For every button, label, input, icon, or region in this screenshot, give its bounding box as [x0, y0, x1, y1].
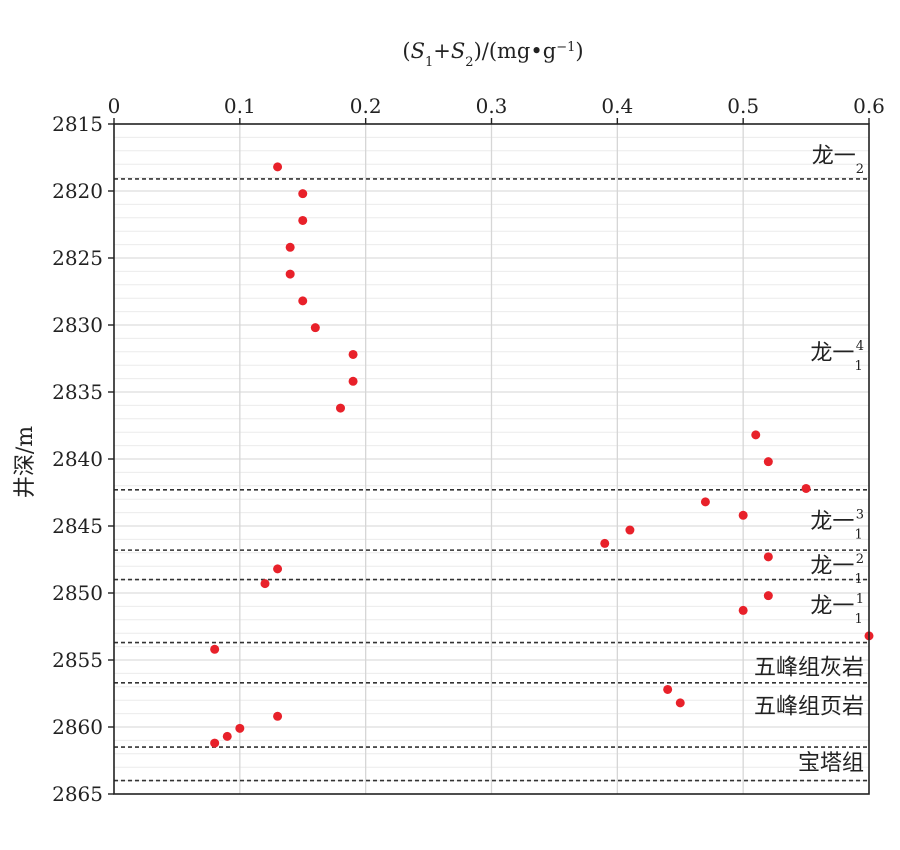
data-point	[738, 605, 748, 615]
formation-label: 龙一2	[812, 144, 864, 177]
grid	[114, 124, 869, 794]
formation-label: 龙一13	[810, 508, 864, 543]
formation-label: 龙一11	[810, 592, 864, 627]
data-point	[763, 552, 773, 562]
formation-label: 宝塔组	[798, 751, 864, 776]
y-tick-label: 2865	[52, 782, 103, 806]
data-point	[738, 510, 748, 520]
data-point	[751, 430, 761, 440]
data-point	[210, 738, 220, 748]
chart-title: (S1+S2)/(mg•g−1)	[402, 39, 583, 70]
x-tick-label: 0.2	[350, 94, 382, 118]
y-tick-label: 2860	[52, 715, 103, 739]
data-point	[298, 296, 308, 306]
data-point	[600, 538, 610, 548]
formation-label: 龙一14	[810, 339, 864, 374]
x-tick-label: 0.3	[476, 94, 508, 118]
data-point	[285, 242, 295, 252]
y-tick-label: 2850	[52, 581, 103, 605]
formation-label: 五峰组灰岩	[754, 656, 864, 681]
data-point	[763, 591, 773, 601]
data-point	[273, 711, 283, 721]
data-point	[348, 376, 358, 386]
data-point	[222, 731, 232, 741]
data-point	[260, 579, 270, 589]
data-point	[235, 723, 245, 733]
formation-label: 五峰组页岩	[754, 695, 864, 720]
data-point	[663, 684, 673, 694]
data-point	[310, 323, 320, 333]
data-point	[348, 349, 358, 359]
y-tick-label: 2855	[52, 648, 103, 672]
y-axis-label: 井深/m	[13, 426, 38, 498]
y-tick-label: 2825	[52, 246, 103, 270]
data-point	[210, 644, 220, 654]
data-point	[675, 698, 685, 708]
y-tick-label: 2835	[52, 380, 103, 404]
y-tick-label: 2830	[52, 313, 103, 337]
x-tick-label: 0.6	[853, 94, 885, 118]
data-point	[763, 457, 773, 467]
data-point	[273, 564, 283, 574]
data-points	[210, 162, 874, 748]
y-tick-label: 2820	[52, 179, 103, 203]
x-axis-ticks: 0 0.1 0.2 0.3 0.4 0.5 0.6	[108, 94, 885, 124]
data-point	[298, 189, 308, 199]
y-tick-label: 2845	[52, 514, 103, 538]
data-point	[801, 483, 811, 493]
data-point	[625, 525, 635, 535]
data-point	[285, 269, 295, 279]
x-tick-label: 0.5	[727, 94, 759, 118]
y-tick-label: 2840	[52, 447, 103, 471]
formation-label: 龙一12	[810, 552, 864, 587]
x-tick-label: 0.4	[601, 94, 633, 118]
data-point	[700, 497, 710, 507]
data-point	[298, 215, 308, 225]
x-tick-label: 0.1	[224, 94, 256, 118]
y-tick-label: 2815	[52, 112, 103, 136]
y-axis-ticks: 2815 2820 2825 2830 2835 2840 2845 2850 2855 2860…	[52, 112, 114, 806]
x-tick-label: 0	[108, 94, 121, 118]
data-point	[336, 403, 345, 413]
data-point	[273, 162, 283, 172]
